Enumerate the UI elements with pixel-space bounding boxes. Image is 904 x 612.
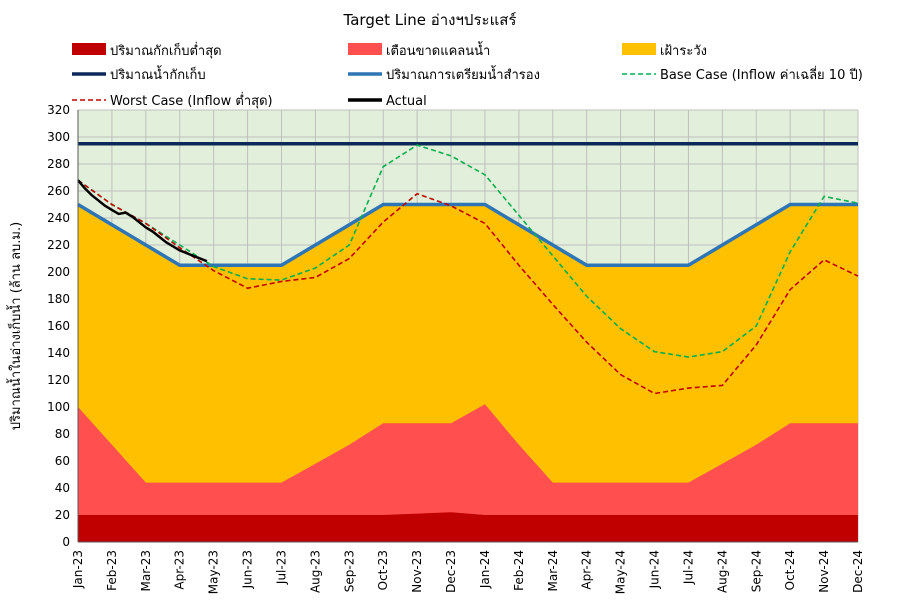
area-series-2 (78, 512, 858, 542)
plot-area (77, 109, 859, 543)
x-tick-label: Apr-23 (173, 550, 187, 590)
legend-label: ปริมาณการเตรียมน้ำสำรอง (386, 65, 540, 83)
y-tick-label: 140 (47, 346, 70, 360)
legend-item: ปริมาณการเตรียมน้ำสำรอง (348, 65, 540, 83)
legend-label: Base Case (Inflow ค่าเฉลี่ย 10 ปี) (660, 66, 863, 83)
x-tick-label: Jun-24 (648, 550, 662, 589)
y-tick-label: 240 (47, 211, 70, 225)
legend-label: ปริมาณกักเก็บต่ำสุด (110, 41, 222, 59)
legend-label: Worst Case (Inflow ต่ำสุด) (110, 92, 273, 109)
y-tick-label: 120 (47, 373, 70, 387)
y-tick-label: 220 (47, 238, 70, 252)
y-tick-label: 200 (47, 265, 70, 279)
line-series-4 (77, 179, 208, 263)
x-tick-label: Feb-24 (512, 550, 526, 591)
x-tick-label: Aug-23 (308, 550, 322, 593)
legend-item: Actual (348, 94, 427, 109)
y-tick-label: 0 (62, 535, 70, 549)
y-tick-label: 160 (47, 319, 70, 333)
x-tick-label: Oct-23 (376, 550, 390, 590)
x-tick-label: Apr-24 (580, 550, 594, 590)
legend-label: เตือนขาดแคลนน้ำ (386, 41, 490, 59)
legend-swatch (72, 43, 106, 55)
area-series-1 (78, 404, 858, 542)
y-tick-label: 60 (55, 454, 70, 468)
legend: ปริมาณกักเก็บต่ำสุด เตือนขาดแคลนน้ำ เฝ้าระ… (72, 41, 863, 109)
x-tick-label: Mar-23 (139, 550, 153, 591)
x-tick-label: Jul-23 (274, 550, 288, 585)
x-tick-label: Nov-24 (817, 550, 831, 593)
legend-item: ปริมาณกักเก็บต่ำสุด (72, 41, 222, 59)
legend-label: Actual (386, 94, 427, 109)
x-tick-label: Aug-24 (715, 550, 729, 593)
x-tick-label: May-24 (614, 550, 628, 594)
y-tick-label: 260 (47, 184, 70, 198)
y-axis-label: ปริมาณน้ำในอ่างเก็บน้ำ (ล้าน ลบ.ม.) (6, 222, 24, 430)
legend-item: เตือนขาดแคลนน้ำ (348, 41, 490, 59)
x-tick-label: May-23 (207, 550, 221, 594)
x-tick-label: Dec-23 (444, 550, 458, 593)
x-tick-label: Oct-24 (783, 550, 797, 590)
x-tick-label: Jan-23 (71, 550, 85, 589)
y-tick-label: 40 (55, 481, 70, 495)
legend-label: เฝ้าระวัง (660, 44, 707, 59)
legend-item: ปริมาณน้ำกักเก็บ (72, 65, 206, 83)
y-tick-label: 100 (47, 400, 70, 414)
axes: 0 20 40 60 80 100 120 140 160 180 200 220 240 260 280 3… (47, 103, 865, 594)
x-tick-label: Dec-24 (851, 550, 865, 593)
legend-label: ปริมาณน้ำกักเก็บ (110, 65, 206, 83)
x-tick-label: Mar-24 (546, 550, 560, 591)
legend-item: Base Case (Inflow ค่าเฉลี่ย 10 ปี) (622, 66, 863, 83)
x-tick-label: Sep-24 (749, 550, 763, 592)
x-tick-label: Jul-24 (681, 550, 695, 585)
x-tick-label: Sep-23 (342, 550, 356, 592)
x-tick-label: Jan-24 (478, 550, 492, 589)
y-tick-label: 20 (55, 508, 70, 522)
line-series-2 (77, 144, 859, 358)
x-tick-label: Jun-23 (241, 550, 255, 589)
line-series-3 (77, 179, 859, 395)
line-series-1 (77, 202, 858, 267)
y-tick-label: 280 (47, 157, 70, 171)
chart-title: Target Line อ่างฯประแสร์ (343, 11, 517, 29)
y-tick-label: 80 (55, 427, 70, 441)
legend-item: Worst Case (Inflow ต่ำสุด) (72, 92, 273, 109)
y-tick-label: 180 (47, 292, 70, 306)
legend-swatch (348, 43, 382, 55)
area-series-0 (78, 204, 858, 542)
legend-item: เฝ้าระวัง (622, 43, 707, 59)
x-tick-label: Feb-23 (105, 550, 119, 591)
x-tick-label: Nov-23 (410, 550, 424, 593)
y-tick-label: 320 (47, 103, 70, 117)
y-tick-label: 300 (47, 130, 70, 144)
legend-swatch (622, 43, 656, 55)
